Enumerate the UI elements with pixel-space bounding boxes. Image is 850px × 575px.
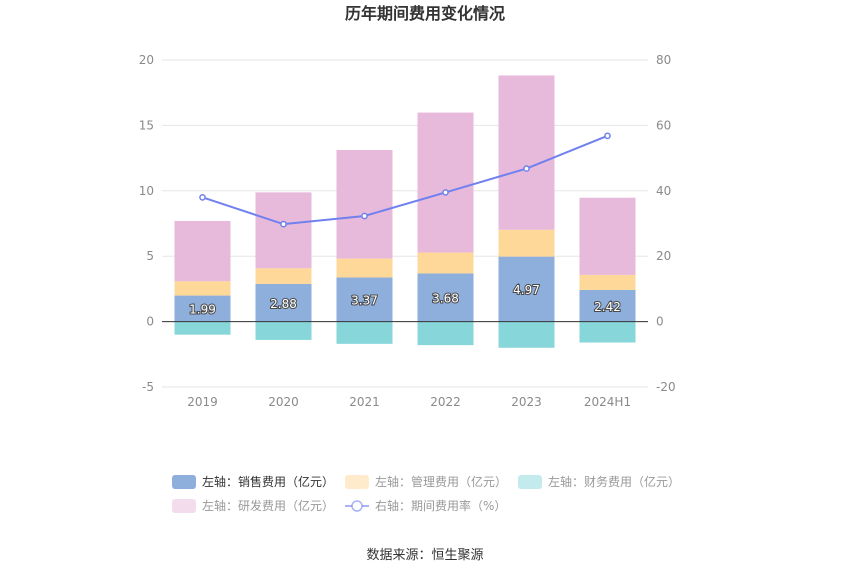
legend-marker: [351, 500, 363, 512]
bar-segment: [579, 321, 636, 343]
rate-point: [199, 193, 206, 201]
bar-segment: [174, 221, 231, 282]
x-tick-label: 2021: [349, 395, 380, 409]
bar-segment: [579, 274, 636, 290]
legend-swatch: [518, 475, 542, 489]
bar-value-label: 1.99: [189, 303, 216, 317]
legend-label: 右轴：期间费用率（%）: [375, 498, 506, 513]
left-tick-label: 15: [139, 118, 154, 132]
x-tick-label: 2019: [187, 395, 218, 409]
bar-value-label: 3.37: [351, 294, 378, 308]
bar-segment: [498, 75, 555, 230]
right-tick-label: 20: [656, 249, 671, 263]
rate-point: [604, 132, 611, 140]
bar-segment: [498, 229, 555, 257]
left-tick-label: 0: [146, 315, 154, 329]
bar-segment: [336, 258, 393, 278]
bar-segment: [255, 192, 312, 269]
bar-segment: [336, 321, 393, 344]
bar-value-label: 2.88: [270, 297, 297, 311]
legend[interactable]: 左轴：销售费用（亿元） 左轴：管理费用（亿元） 左轴：财务费用（亿元） 左轴：研发费用…: [172, 474, 680, 513]
legend-swatch: [345, 475, 369, 489]
x-tick-label: 2023: [511, 395, 542, 409]
rate-line: [199, 132, 611, 228]
right-tick-label: 0: [656, 315, 664, 329]
right-tick-label: 60: [656, 118, 671, 132]
left-tick-label: 5: [146, 249, 154, 263]
x-tick-label: 2022: [430, 395, 461, 409]
chart-title: 历年期间费用变化情况: [345, 4, 505, 23]
bar-segment: [336, 277, 393, 322]
bar-segment: [498, 321, 555, 348]
legend-label: 左轴：财务费用（亿元）: [548, 474, 680, 489]
bar-segment: [417, 273, 474, 322]
x-tick-label: 2020: [268, 395, 299, 409]
legend-swatch: [172, 499, 196, 513]
left-axis: -5 0 5 10 15 20: [139, 53, 154, 394]
legend-swatch: [172, 475, 196, 489]
right-tick-label: -20: [656, 380, 676, 394]
right-axis: -20 0 20 40 60 80: [656, 53, 676, 394]
bar-labels: 1.99 2.88 3.37 3.68 4.97 2.42: [188, 282, 622, 317]
rate-point: [280, 220, 287, 228]
bar-segment: [579, 289, 636, 322]
bar-segment: [255, 321, 312, 340]
right-tick-label: 80: [656, 53, 671, 67]
x-tick-label: 2024H1: [584, 395, 631, 409]
bar-segment: [336, 149, 393, 259]
rate-point: [523, 165, 530, 172]
rate-point: [361, 212, 368, 220]
bar-value-label: 3.68: [432, 292, 459, 306]
bar-segment: [255, 283, 312, 322]
grid: [162, 59, 648, 388]
rate-polyline: [202, 134, 608, 226]
rate-point: [442, 189, 449, 196]
bar-segment: [174, 295, 231, 322]
data-source: 数据来源：恒生聚源: [366, 548, 483, 563]
bar-segment: [417, 252, 474, 274]
bars: [174, 75, 636, 348]
x-axis: 2019 2020 2021 2022 2023 2024H1: [187, 395, 631, 409]
bar-value-label: 4.97: [513, 283, 540, 297]
legend-label: 左轴：销售费用（亿元）: [202, 474, 334, 489]
bar-segment: [417, 321, 474, 346]
left-tick-label: -5: [142, 380, 154, 394]
left-tick-label: 20: [139, 53, 154, 67]
bar-segment: [579, 197, 636, 275]
legend-label: 左轴：研发费用（亿元）: [202, 498, 334, 513]
bar-segment: [417, 112, 474, 253]
bar-value-label: 2.42: [594, 300, 621, 314]
bar-segment: [255, 268, 312, 284]
bar-segment: [174, 321, 231, 335]
right-tick-label: 40: [656, 184, 671, 198]
bar-segment: [498, 256, 555, 322]
legend-label: 左轴：管理费用（亿元）: [375, 474, 507, 489]
left-tick-label: 10: [139, 184, 154, 198]
bar-segment: [174, 281, 231, 296]
